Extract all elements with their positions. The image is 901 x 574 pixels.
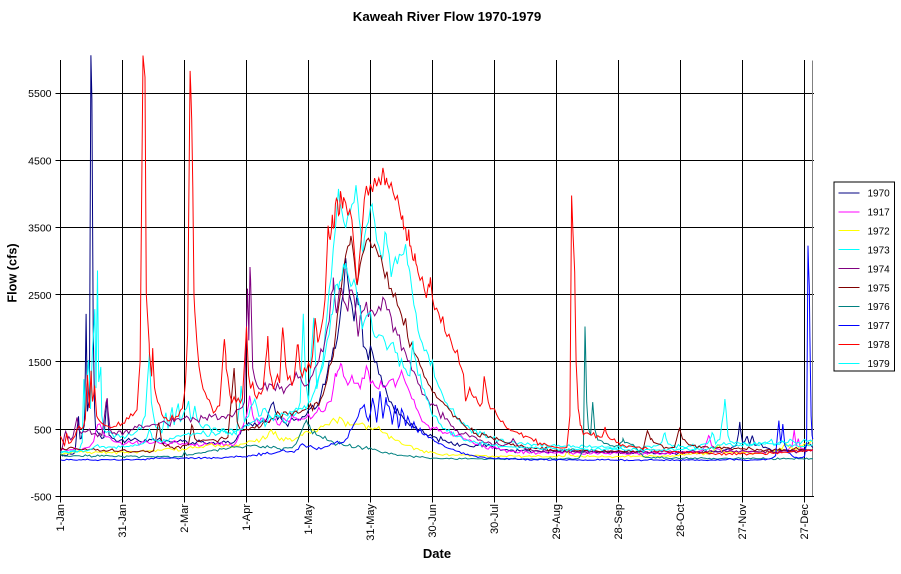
svg-text:4500: 4500 bbox=[28, 155, 52, 167]
svg-text:1500: 1500 bbox=[28, 357, 52, 369]
svg-text:1973: 1973 bbox=[868, 245, 891, 256]
svg-text:28-Sep: 28-Sep bbox=[613, 504, 625, 539]
svg-text:1970: 1970 bbox=[868, 189, 891, 200]
svg-text:2-Mar: 2-Mar bbox=[179, 504, 191, 533]
svg-text:1977: 1977 bbox=[868, 321, 891, 332]
svg-text:1974: 1974 bbox=[868, 264, 891, 275]
svg-text:28-Oct: 28-Oct bbox=[675, 504, 687, 537]
svg-text:500: 500 bbox=[34, 424, 52, 436]
svg-text:1976: 1976 bbox=[868, 302, 891, 313]
svg-text:1917: 1917 bbox=[868, 208, 891, 219]
svg-text:3500: 3500 bbox=[28, 223, 52, 235]
svg-text:Date: Date bbox=[423, 546, 451, 561]
svg-text:-500: -500 bbox=[30, 492, 51, 504]
svg-text:31-Jan: 31-Jan bbox=[117, 504, 129, 538]
svg-text:1-Apr: 1-Apr bbox=[241, 504, 253, 531]
svg-text:1978: 1978 bbox=[868, 340, 891, 351]
svg-text:1979: 1979 bbox=[868, 359, 891, 370]
svg-text:29-Aug: 29-Aug bbox=[551, 504, 563, 539]
svg-text:Kaweah River Flow 1970-1979: Kaweah River Flow 1970-1979 bbox=[353, 9, 541, 24]
svg-text:1972: 1972 bbox=[868, 226, 891, 237]
svg-text:30-Jun: 30-Jun bbox=[427, 504, 439, 538]
svg-text:1-May: 1-May bbox=[303, 504, 315, 535]
svg-text:31-May: 31-May bbox=[365, 504, 377, 541]
svg-text:Flow (cfs): Flow (cfs) bbox=[6, 243, 20, 302]
svg-text:27-Dec: 27-Dec bbox=[799, 504, 811, 540]
svg-text:27-Nov: 27-Nov bbox=[737, 504, 749, 540]
svg-text:5500: 5500 bbox=[28, 88, 52, 100]
svg-text:2500: 2500 bbox=[28, 290, 52, 302]
svg-text:30-Jul: 30-Jul bbox=[489, 504, 501, 534]
svg-text:1975: 1975 bbox=[868, 283, 891, 294]
svg-text:1-Jan: 1-Jan bbox=[55, 504, 67, 532]
